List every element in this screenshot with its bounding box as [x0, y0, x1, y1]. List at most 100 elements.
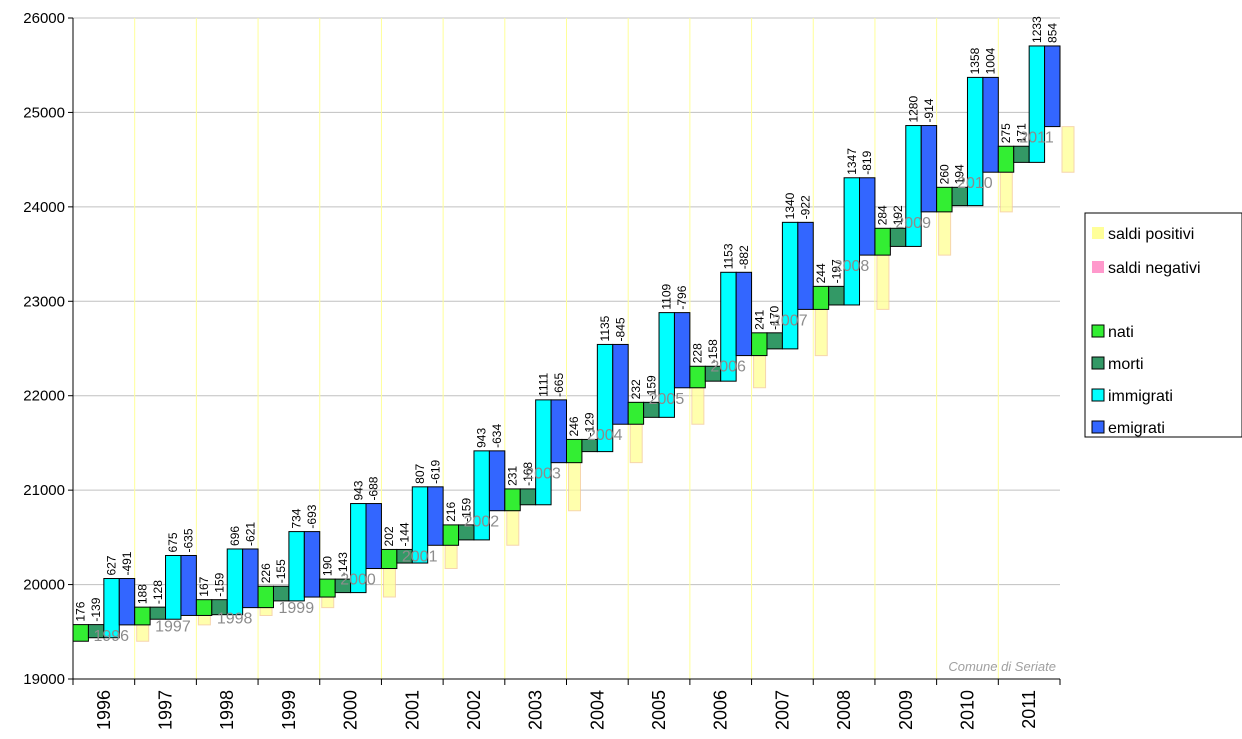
net-arrow: [568, 462, 581, 512]
value-label: 228: [691, 343, 705, 363]
x-tick-label: 2004: [587, 690, 607, 730]
value-label: -665: [552, 373, 566, 397]
bar-nati: [936, 186, 953, 213]
value-label: 284: [876, 205, 890, 225]
value-label: -621: [243, 522, 257, 546]
value-label: 260: [937, 164, 951, 184]
bar-emigrati: [242, 548, 259, 609]
bar-nati: [997, 145, 1015, 173]
y-tick-label: 24000: [23, 199, 65, 216]
bar-morti: [1013, 145, 1030, 163]
value-label: 190: [320, 556, 334, 576]
net-arrow: [321, 596, 335, 609]
value-label: 226: [259, 563, 273, 583]
value-label: 1135: [598, 315, 612, 341]
value-label: 696: [228, 526, 242, 546]
bar-nati: [134, 606, 151, 626]
net-arrow: [506, 510, 520, 546]
net-arrow: [197, 614, 211, 626]
legend-label: nati: [1108, 324, 1134, 341]
value-label: 167: [197, 576, 211, 596]
bar-morti: [766, 332, 783, 350]
value-label: 275: [999, 123, 1013, 143]
value-label: 734: [290, 508, 304, 528]
legend-swatch: [1091, 420, 1105, 434]
year-label: 2006: [710, 359, 746, 376]
value-label: 1358: [968, 47, 982, 74]
y-tick-label: 20000: [23, 577, 65, 594]
x-tick-label: 1997: [156, 690, 176, 730]
value-label: 171: [1014, 123, 1028, 143]
net-arrow: [876, 254, 890, 310]
value-label: 1280: [906, 96, 920, 123]
legend-swatch: [1091, 356, 1105, 370]
bar-immigrati: [781, 221, 799, 350]
year-label: 2004: [587, 427, 623, 444]
bar-nati: [874, 227, 891, 256]
net-arrow: [814, 308, 828, 357]
value-label: 675: [166, 532, 180, 552]
value-label: -158: [706, 339, 720, 363]
bar-nati: [72, 624, 89, 642]
year-label: 2002: [464, 514, 500, 531]
value-label: -155: [274, 559, 288, 583]
bar-nati: [257, 585, 274, 609]
value-label: -819: [860, 150, 874, 174]
value-label: -159: [644, 375, 658, 399]
value-label: 202: [382, 526, 396, 546]
bar-emigrati: [797, 221, 814, 310]
bar-emigrati: [859, 177, 876, 256]
bar-nati: [504, 488, 521, 512]
legend-swatch: [1091, 388, 1105, 402]
bar-morti: [149, 606, 167, 620]
value-label: 216: [444, 502, 458, 522]
value-label: 627: [105, 555, 119, 575]
bar-morti: [519, 488, 537, 506]
year-label: 2007: [772, 312, 808, 329]
net-arrow: [136, 624, 150, 642]
value-label: -491: [120, 551, 134, 575]
x-tick-label: 2000: [341, 690, 361, 730]
y-tick-label: 23000: [23, 293, 65, 310]
bar-emigrati: [612, 343, 629, 425]
value-label: -197: [829, 259, 843, 283]
bar-nati: [751, 332, 768, 357]
value-label: -634: [490, 424, 504, 448]
value-label: 176: [74, 601, 88, 621]
legend-label: morti: [1108, 356, 1144, 373]
y-tick-label: 21000: [23, 482, 65, 499]
legend-swatch: [1092, 261, 1104, 273]
x-tick-label: 1996: [94, 690, 114, 730]
value-label: -143: [336, 552, 350, 576]
bar-nati: [812, 285, 830, 310]
value-label: -159: [459, 498, 473, 522]
x-tick-label: 1998: [217, 690, 237, 730]
value-label: -922: [799, 195, 813, 219]
value-label: 244: [814, 263, 828, 283]
value-label: 943: [351, 480, 365, 500]
year-label: 1997: [155, 618, 191, 635]
value-label: -159: [213, 572, 227, 596]
bar-emigrati: [180, 554, 197, 616]
x-tick-label: 2005: [649, 690, 669, 730]
bar-emigrati: [365, 503, 382, 570]
year-label: 1996: [93, 628, 129, 645]
bar-nati: [627, 401, 645, 425]
bar-immigrati: [535, 399, 552, 506]
value-label: 807: [413, 463, 427, 483]
x-tick-label: 2003: [526, 690, 546, 730]
value-label: 1233: [1030, 16, 1044, 43]
y-tick-label: 22000: [23, 388, 65, 405]
bar-nati: [566, 438, 583, 464]
value-label: -168: [521, 462, 535, 486]
bar-immigrati: [165, 554, 182, 620]
year-label: 2000: [340, 572, 376, 589]
x-tick-label: 1999: [279, 690, 299, 730]
y-tick-label: 26000: [23, 10, 65, 27]
value-label: 192: [891, 205, 905, 225]
value-label: -170: [768, 305, 782, 329]
net-arrow: [259, 607, 273, 616]
bar-nati: [195, 599, 213, 616]
year-label: 2008: [834, 258, 870, 275]
